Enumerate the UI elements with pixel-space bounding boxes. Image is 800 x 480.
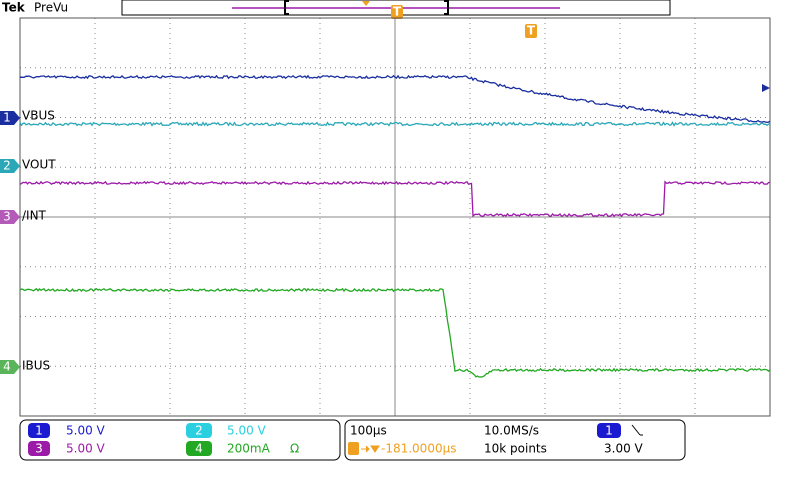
ch-badge: 2 bbox=[195, 424, 203, 438]
ch1-trace bbox=[19, 74, 771, 123]
ch-label: VBUS bbox=[22, 109, 55, 123]
ch-badge: 4 bbox=[195, 442, 203, 456]
ch-number: 3 bbox=[3, 210, 11, 224]
trigger-level-arrow bbox=[762, 84, 770, 92]
vertical-readout-box bbox=[19, 419, 341, 461]
ch3-marker: 3 /INT bbox=[0, 209, 47, 224]
trigger-slope bbox=[631, 424, 643, 436]
ch3-trace bbox=[19, 180, 771, 218]
ch4-scale: 200mA bbox=[227, 442, 271, 456]
mode: PreVu bbox=[34, 1, 68, 15]
ch2-scale: 5.00 V bbox=[227, 424, 267, 438]
record-length: 10k points bbox=[484, 442, 547, 456]
ch-label: /INT bbox=[22, 209, 47, 223]
ch2-trace bbox=[19, 121, 771, 127]
ch-number: 2 bbox=[3, 159, 11, 173]
time-position: -181.0000µs bbox=[381, 442, 456, 456]
trigger-pos-mark bbox=[362, 1, 370, 6]
time-scale: 100µs bbox=[350, 424, 387, 438]
trigger-marker-text: T bbox=[393, 5, 402, 19]
ch2-marker: 2 VOUT bbox=[0, 158, 56, 173]
graticule bbox=[20, 18, 770, 416]
trigger-marker-top bbox=[391, 5, 403, 19]
ch4-trace bbox=[19, 287, 771, 378]
ch1-scale: 5.00 V bbox=[66, 424, 106, 438]
sample-rate: 10.0MS/s bbox=[484, 424, 539, 438]
trigger-source: 1 bbox=[605, 424, 613, 438]
ch4-unit: Ω bbox=[290, 442, 299, 456]
trigger-level: 3.00 V bbox=[604, 442, 644, 456]
waveforms bbox=[19, 74, 771, 378]
trigger-marker-level bbox=[525, 24, 537, 38]
brand: Tek bbox=[2, 1, 26, 15]
ch-number: 1 bbox=[3, 111, 11, 125]
ch-label: VOUT bbox=[22, 158, 56, 172]
ch1-marker: 1 VBUS bbox=[0, 109, 55, 125]
ch3-scale: 5.00 V bbox=[66, 442, 106, 456]
ch-badge: 1 bbox=[35, 424, 43, 438]
position-icons bbox=[361, 445, 380, 453]
ch-label: IBUS bbox=[22, 359, 50, 373]
ch-number: 4 bbox=[3, 360, 11, 374]
ch-badge: 3 bbox=[35, 442, 43, 456]
trigger-marker-text: T bbox=[527, 24, 536, 38]
ch4-marker: 4 IBUS bbox=[0, 359, 50, 374]
view-bracket bbox=[284, 0, 449, 15]
